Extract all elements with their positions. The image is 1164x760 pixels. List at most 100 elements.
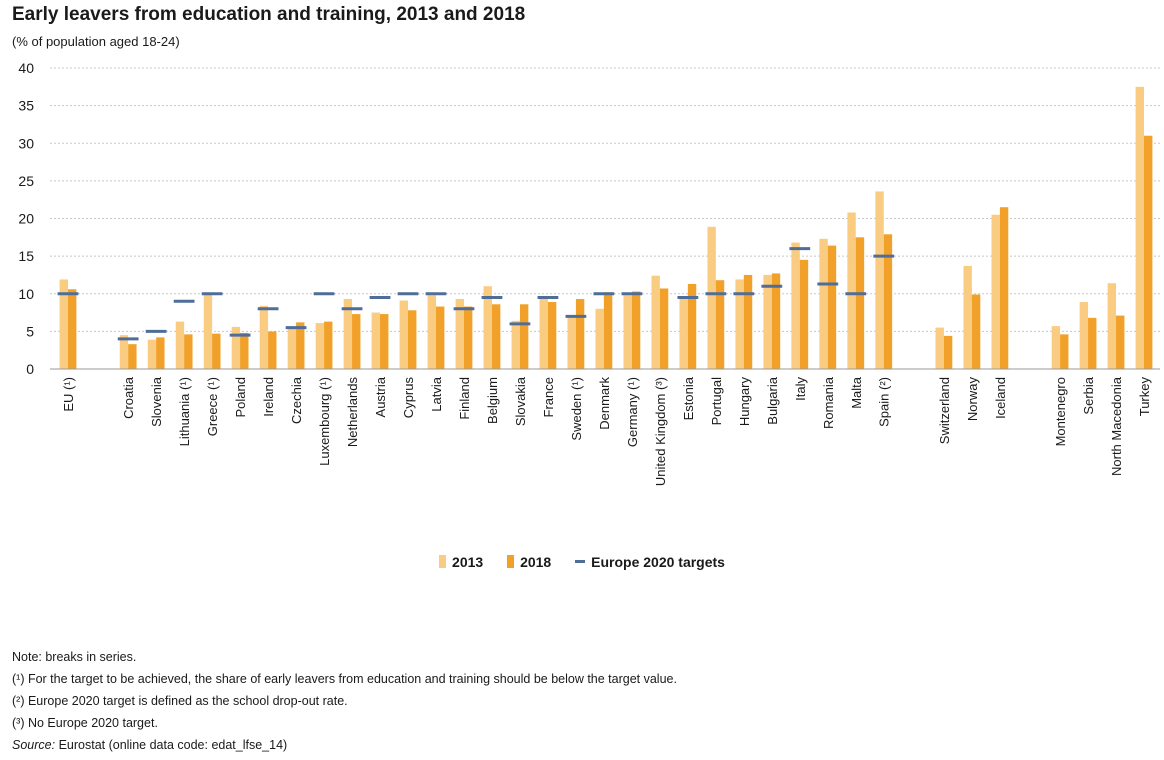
- x-tick-label: Greece (¹): [205, 377, 220, 436]
- bar-2018: [408, 310, 417, 369]
- y-tick-label: 25: [18, 173, 34, 189]
- note-breaks: Note: breaks in series.: [12, 650, 137, 664]
- bar-chart: 0 5 10 15 20 25 30 35 40 EU (¹) Croatia Slovenia Lit…: [18, 60, 1160, 486]
- bar-2013: [963, 265, 972, 369]
- bar-2018: [659, 288, 669, 369]
- bar-2013: [399, 300, 409, 369]
- bar-2013: [427, 295, 436, 369]
- x-tick-label: Poland: [233, 377, 248, 417]
- bar-2013: [623, 295, 632, 369]
- y-tick-label: 15: [18, 248, 34, 264]
- x-tick-label: Serbia: [1081, 376, 1096, 414]
- bar-2018: [128, 344, 137, 369]
- x-tick-label: Austria: [373, 376, 388, 417]
- x-tick-label: Latvia: [429, 376, 444, 411]
- bar-2018: [156, 337, 165, 369]
- bar-2018: [799, 259, 809, 369]
- bar-2013: [991, 214, 1000, 369]
- y-tick-label: 0: [26, 361, 34, 377]
- source-label: Source:: [12, 738, 56, 752]
- x-tick-label: Portugal: [709, 377, 724, 426]
- bar-2013: [875, 191, 884, 369]
- x-tick-label: EU (¹): [61, 377, 76, 412]
- x-tick-label: Finland: [457, 377, 472, 420]
- y-tick-label: 20: [18, 211, 34, 227]
- bar-2018: [435, 306, 445, 369]
- chart-legend: 2013 2018 Europe 2020 targets: [0, 554, 1164, 570]
- y-tick-label: 5: [26, 323, 34, 339]
- x-tick-label: United Kingdom (³): [653, 377, 668, 486]
- x-tick-label: Switzerland: [937, 377, 952, 444]
- x-tick-label: Italy: [793, 377, 808, 401]
- chart-title: Early leavers from education and trainin…: [12, 4, 526, 25]
- x-tick-label: Romania: [821, 376, 836, 429]
- y-tick-label: 30: [18, 135, 34, 151]
- legend-swatch-2013: [439, 555, 447, 568]
- x-tick-label: Czechia: [289, 376, 304, 424]
- x-tick-label: Norway: [965, 377, 980, 422]
- bar-2018: [240, 332, 249, 369]
- bar-2013: [679, 296, 688, 369]
- y-tick-label: 35: [18, 98, 34, 114]
- x-tick-label: Iceland: [993, 377, 1008, 419]
- bar-2018: [603, 292, 613, 369]
- bar-2018: [575, 299, 585, 369]
- bar-2013: [1079, 302, 1089, 369]
- x-tick-label: France: [541, 377, 556, 417]
- bar-2018: [1088, 317, 1097, 369]
- note-3: (³) No Europe 2020 target.: [12, 716, 158, 730]
- bar-2013: [595, 308, 604, 369]
- bar-2013: [483, 286, 492, 369]
- bar-2018: [268, 331, 277, 369]
- bar-2013: [707, 226, 716, 369]
- bar-2013: [819, 238, 828, 369]
- bar-2013: [175, 321, 185, 369]
- x-tick-label: Cyprus: [401, 377, 416, 419]
- bar-2013: [651, 275, 660, 369]
- bar-2018: [971, 294, 981, 369]
- bar-2018: [1060, 334, 1069, 369]
- bar-2013: [1135, 86, 1145, 369]
- bar-2018: [212, 333, 221, 369]
- bar-2013: [735, 279, 744, 369]
- bar-2018: [491, 304, 501, 369]
- x-tick-label: Hungary: [737, 377, 752, 427]
- source-text: Eurostat (online data code: edat_lfse_14…: [55, 738, 288, 752]
- bar-2018: [715, 280, 725, 369]
- x-tick-label: Netherlands: [345, 377, 360, 448]
- bar-2013: [1107, 283, 1117, 369]
- bar-2018: [463, 306, 473, 369]
- bar-2013: [287, 328, 297, 369]
- bar-2013: [343, 299, 353, 369]
- bar-2018: [67, 289, 77, 369]
- legend-label-2013: 2013: [452, 554, 484, 570]
- bar-2018: [1144, 135, 1153, 369]
- bar-2018: [999, 207, 1009, 369]
- x-tick-label: Germany (¹): [625, 377, 640, 447]
- bar-2018: [687, 283, 697, 369]
- bar-2013: [119, 335, 129, 369]
- legend-label-2018: 2018: [520, 554, 552, 570]
- bar-2013: [539, 296, 548, 369]
- x-tick-label: Ireland: [261, 377, 276, 417]
- bar-2013: [763, 274, 772, 369]
- bar-2013: [231, 326, 241, 369]
- x-tick-label: Spain (²): [877, 377, 892, 427]
- x-tick-label: Denmark: [597, 377, 612, 430]
- x-tick-label: Slovenia: [149, 376, 164, 427]
- x-tick-label: North Macedonia: [1109, 376, 1124, 476]
- bar-2013: [147, 339, 157, 369]
- x-tick-label: Luxembourg (¹): [317, 377, 332, 466]
- note-1: (¹) For the target to be achieved, the s…: [12, 672, 677, 686]
- bar-2018: [380, 314, 389, 369]
- note-2: (²) Europe 2020 target is defined as the…: [12, 694, 348, 708]
- x-tick-label: Montenegro: [1053, 377, 1068, 446]
- bar-2018: [352, 314, 361, 369]
- x-tick-label: Sweden (¹): [569, 377, 584, 441]
- source-line: Source: Eurostat (online data code: edat…: [12, 734, 677, 756]
- bar-2013: [455, 299, 464, 369]
- bar-2018: [1116, 315, 1125, 369]
- bar-2018: [771, 273, 781, 369]
- x-tick-label: Belgium: [485, 377, 500, 424]
- x-tick-label: Turkey: [1137, 377, 1152, 417]
